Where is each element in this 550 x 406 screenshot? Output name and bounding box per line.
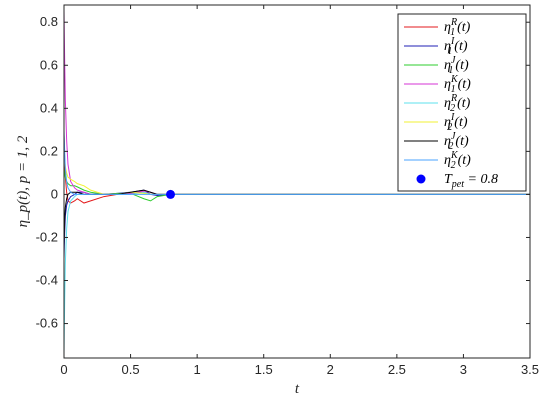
- series-line-8: [64, 129, 530, 195]
- legend-label: Tpet = 0.8: [444, 172, 498, 190]
- x-axis-label: t: [295, 381, 300, 397]
- x-tick-label: 0: [60, 362, 67, 377]
- x-tick-label: 3: [460, 362, 467, 377]
- x-tick-label: 1: [194, 362, 201, 377]
- y-tick-label: 0.6: [40, 57, 58, 72]
- y-tick-label: -0.2: [36, 229, 58, 244]
- marker-layer: [166, 189, 176, 199]
- legend-label: ηI 1 (t): [444, 36, 468, 57]
- y-tick-label: 0.8: [40, 14, 58, 29]
- series-layer: [64, 9, 530, 354]
- legend-label: ηR 1 (t): [444, 17, 471, 38]
- legend-label: ηI 2 (t): [444, 112, 468, 133]
- legend-label: ηR 2 (t): [444, 93, 471, 114]
- series-line-2: [64, 189, 530, 260]
- y-tick-label: 0.2: [40, 143, 58, 158]
- plot-frame: [63, 4, 531, 359]
- y-tick-label: -0.4: [36, 273, 58, 288]
- y-tick-label: 0: [51, 186, 58, 201]
- y-ticks: -0.6 -0.4 -0.2 0 0.2 0.4 0.6 0.8: [36, 14, 530, 331]
- y-tick-label: -0.6: [36, 316, 58, 331]
- x-ticks: 0 0.5 1 1.5 2 2.5 3 3.5: [60, 5, 539, 377]
- tpet-marker: [166, 189, 176, 199]
- legend-label: ηJ 1 (t): [444, 55, 469, 76]
- x-tick-label: 2: [327, 362, 334, 377]
- series-line-7: [64, 189, 530, 247]
- legend-label: ηK 1 (t): [444, 74, 471, 95]
- x-tick-label: 1.5: [255, 362, 273, 377]
- y-axis-label: η_p(t), p = 1, 2: [15, 135, 31, 227]
- series-line-5: [64, 191, 530, 354]
- x-tick-label: 3.5: [521, 362, 539, 377]
- legend-label: ηJ 2 (t): [444, 131, 469, 152]
- x-tick-label: 0.5: [122, 362, 140, 377]
- legend-label: ηK 2 (t): [444, 150, 471, 171]
- x-tick-label: 2.5: [388, 362, 406, 377]
- y-tick-label: 0.4: [40, 100, 58, 115]
- legend-marker-swatch: [416, 174, 426, 184]
- legend: ηR 1 (t)ηI 1 (t)ηJ 1 (t)ηK 1 (t)ηR 2 (t)ηI 2 (t)ηJ 2(…: [397, 13, 527, 192]
